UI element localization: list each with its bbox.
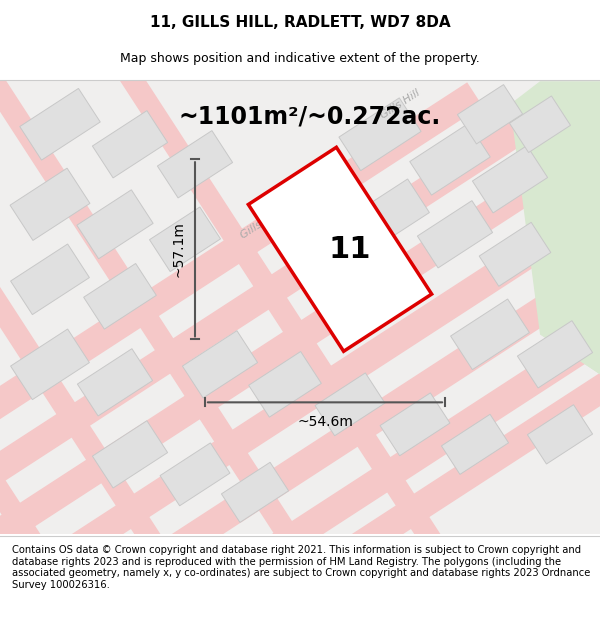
Polygon shape xyxy=(83,264,157,329)
Polygon shape xyxy=(0,0,189,591)
Polygon shape xyxy=(11,329,89,399)
Polygon shape xyxy=(418,201,493,268)
Text: Gills Hill: Gills Hill xyxy=(238,208,281,241)
Text: Gills Hill: Gills Hill xyxy=(379,88,422,121)
Polygon shape xyxy=(540,234,600,374)
Text: Contains OS data © Crown copyright and database right 2021. This information is : Contains OS data © Crown copyright and d… xyxy=(12,545,590,590)
Polygon shape xyxy=(479,222,551,286)
Polygon shape xyxy=(221,462,289,522)
Text: ~1101m²/~0.272ac.: ~1101m²/~0.272ac. xyxy=(179,104,441,128)
Polygon shape xyxy=(92,421,167,488)
Polygon shape xyxy=(0,82,583,596)
Polygon shape xyxy=(92,111,167,178)
Polygon shape xyxy=(457,84,523,144)
Polygon shape xyxy=(472,146,548,213)
Polygon shape xyxy=(182,331,257,398)
Polygon shape xyxy=(410,123,490,195)
Polygon shape xyxy=(13,82,600,596)
Polygon shape xyxy=(527,404,593,464)
Polygon shape xyxy=(451,299,529,369)
Polygon shape xyxy=(339,98,421,171)
Polygon shape xyxy=(350,179,430,249)
Polygon shape xyxy=(149,207,221,272)
Polygon shape xyxy=(77,190,153,259)
Polygon shape xyxy=(0,82,600,596)
Polygon shape xyxy=(11,244,89,314)
Polygon shape xyxy=(248,351,322,417)
Polygon shape xyxy=(380,393,450,456)
Polygon shape xyxy=(70,0,469,591)
Polygon shape xyxy=(160,443,230,506)
Polygon shape xyxy=(292,82,600,596)
Text: 11, GILLS HILL, RADLETT, WD7 8DA: 11, GILLS HILL, RADLETT, WD7 8DA xyxy=(149,15,451,30)
Polygon shape xyxy=(157,131,233,198)
Polygon shape xyxy=(442,414,509,474)
Polygon shape xyxy=(248,148,431,351)
Polygon shape xyxy=(112,82,600,596)
Polygon shape xyxy=(0,0,329,591)
Text: Map shows position and indicative extent of the property.: Map shows position and indicative extent… xyxy=(120,52,480,65)
Text: ~54.6m: ~54.6m xyxy=(297,416,353,429)
Polygon shape xyxy=(0,82,482,596)
Text: 11: 11 xyxy=(329,235,371,264)
Polygon shape xyxy=(509,96,571,152)
Polygon shape xyxy=(315,373,385,436)
Polygon shape xyxy=(20,88,100,160)
Polygon shape xyxy=(517,321,593,388)
Polygon shape xyxy=(0,0,69,591)
Text: ~57.1m: ~57.1m xyxy=(172,221,186,278)
Polygon shape xyxy=(77,349,152,416)
Polygon shape xyxy=(212,82,600,596)
Polygon shape xyxy=(510,81,600,374)
Polygon shape xyxy=(10,168,90,241)
